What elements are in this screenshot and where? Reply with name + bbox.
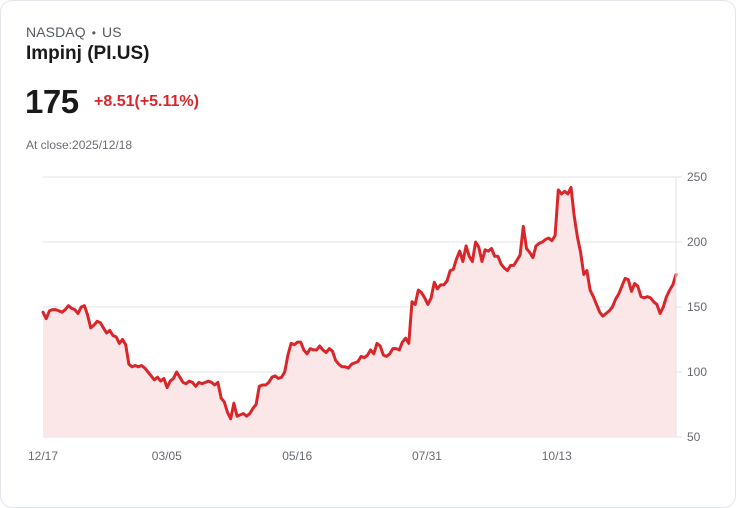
x-tick-label: 05/16 — [282, 449, 312, 463]
market-name: US — [102, 24, 122, 40]
exchange-name: NASDAQ — [26, 24, 86, 40]
price-area — [43, 187, 676, 437]
y-tick-label: 50 — [687, 430, 701, 444]
x-axis-labels: 12/17 03/05 05/16 07/31 10/13 — [28, 449, 572, 463]
y-tick-label: 250 — [687, 170, 707, 184]
x-tick-label: 12/17 — [28, 449, 58, 463]
y-axis-labels: 250 200 150 100 50 — [687, 170, 707, 444]
close-date: At close:2025/12/18 — [26, 138, 133, 152]
x-tick-label: 03/05 — [152, 449, 182, 463]
stock-title: Impinj (PI.US) — [26, 43, 150, 64]
y-tick-label: 200 — [687, 235, 707, 249]
exchange-line: NASDAQ • US — [26, 24, 122, 40]
price-line — [41, 185, 678, 421]
current-price: 175 — [25, 83, 79, 120]
x-tick-label: 07/31 — [412, 449, 442, 463]
y-tick-label: 150 — [687, 300, 707, 314]
y-tick-label: 100 — [687, 365, 707, 379]
separator-dot: • — [91, 26, 97, 40]
x-tick-label: 10/13 — [542, 449, 572, 463]
price-change: +8.51(+5.11%) — [94, 93, 199, 110]
